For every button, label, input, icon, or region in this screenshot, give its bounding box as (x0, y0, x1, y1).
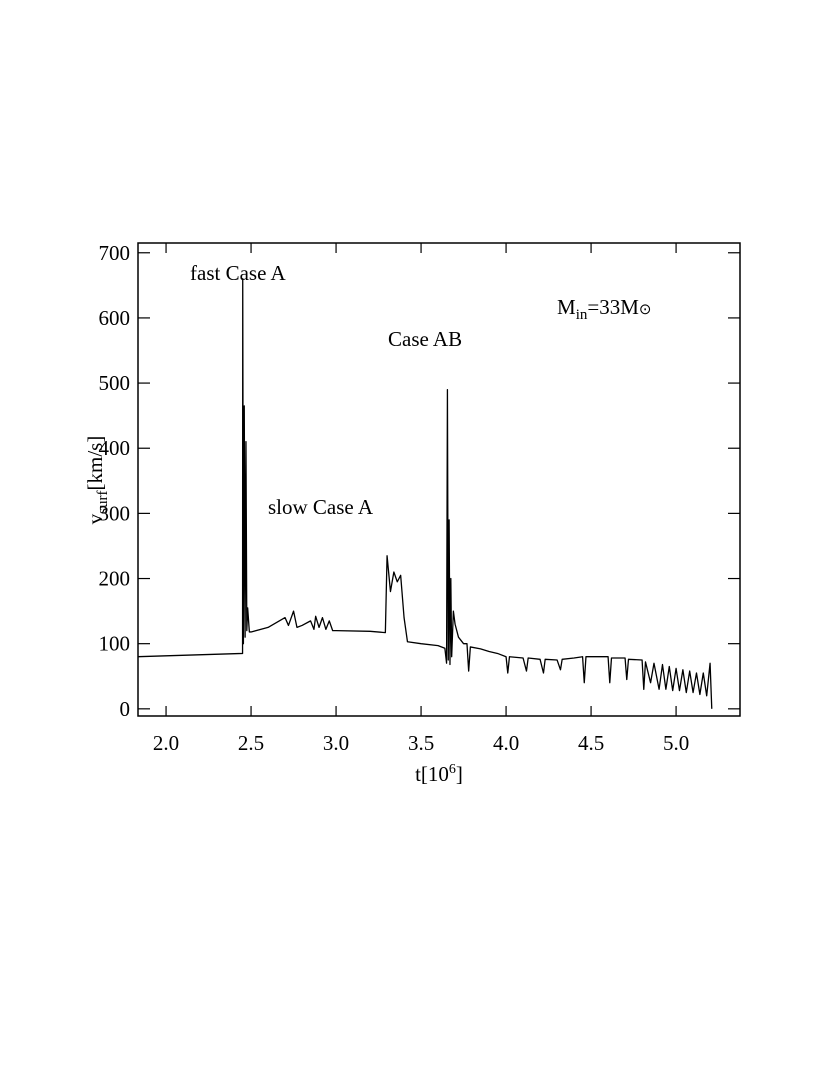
plot-frame (137, 242, 741, 717)
x-tick-label: 4.0 (493, 731, 519, 755)
x-axis-label-part: t[10 (415, 762, 449, 786)
annotation-part: in (576, 307, 588, 323)
y-tick-label: 500 (99, 371, 131, 395)
x-tick-label: 3.5 (408, 731, 434, 755)
x-tick-label: 4.5 (578, 731, 604, 755)
y-tick-label: 700 (99, 241, 131, 265)
annotation: slow Case A (268, 495, 374, 519)
annotation: fast Case A (190, 261, 286, 285)
annotation: Case AB (388, 327, 462, 351)
x-tick-label: 3.0 (323, 731, 349, 755)
y-tick-label: 400 (99, 436, 131, 460)
x-tick-label: 5.0 (663, 731, 689, 755)
y-tick-label: 300 (99, 501, 131, 525)
y-tick-label: 100 (99, 632, 131, 656)
y-axis-label-part: [km/s] (83, 436, 107, 491)
y-tick-label: 600 (99, 306, 131, 330)
x-tick-label: 2.0 (153, 731, 179, 755)
annotation: Min=33M⊙ (557, 295, 651, 323)
x-tick-label: 2.5 (238, 731, 264, 755)
x-axis-label: t[106] (415, 762, 463, 786)
annotation-part: ⊙ (639, 302, 652, 318)
y-tick-label: 0 (120, 697, 131, 721)
x-axis-label-part: ] (456, 762, 463, 786)
y-axis-label: vsurf[km/s] (83, 436, 111, 525)
annotation-part: =33M (587, 295, 639, 319)
y-axis-label-part: surf (95, 490, 111, 513)
y-tick-label: 200 (99, 567, 131, 591)
data-line (137, 278, 713, 709)
y-axis-label-part: v (83, 513, 107, 524)
x-axis-label-part: 6 (449, 762, 456, 777)
annotation-part: M (557, 295, 576, 319)
